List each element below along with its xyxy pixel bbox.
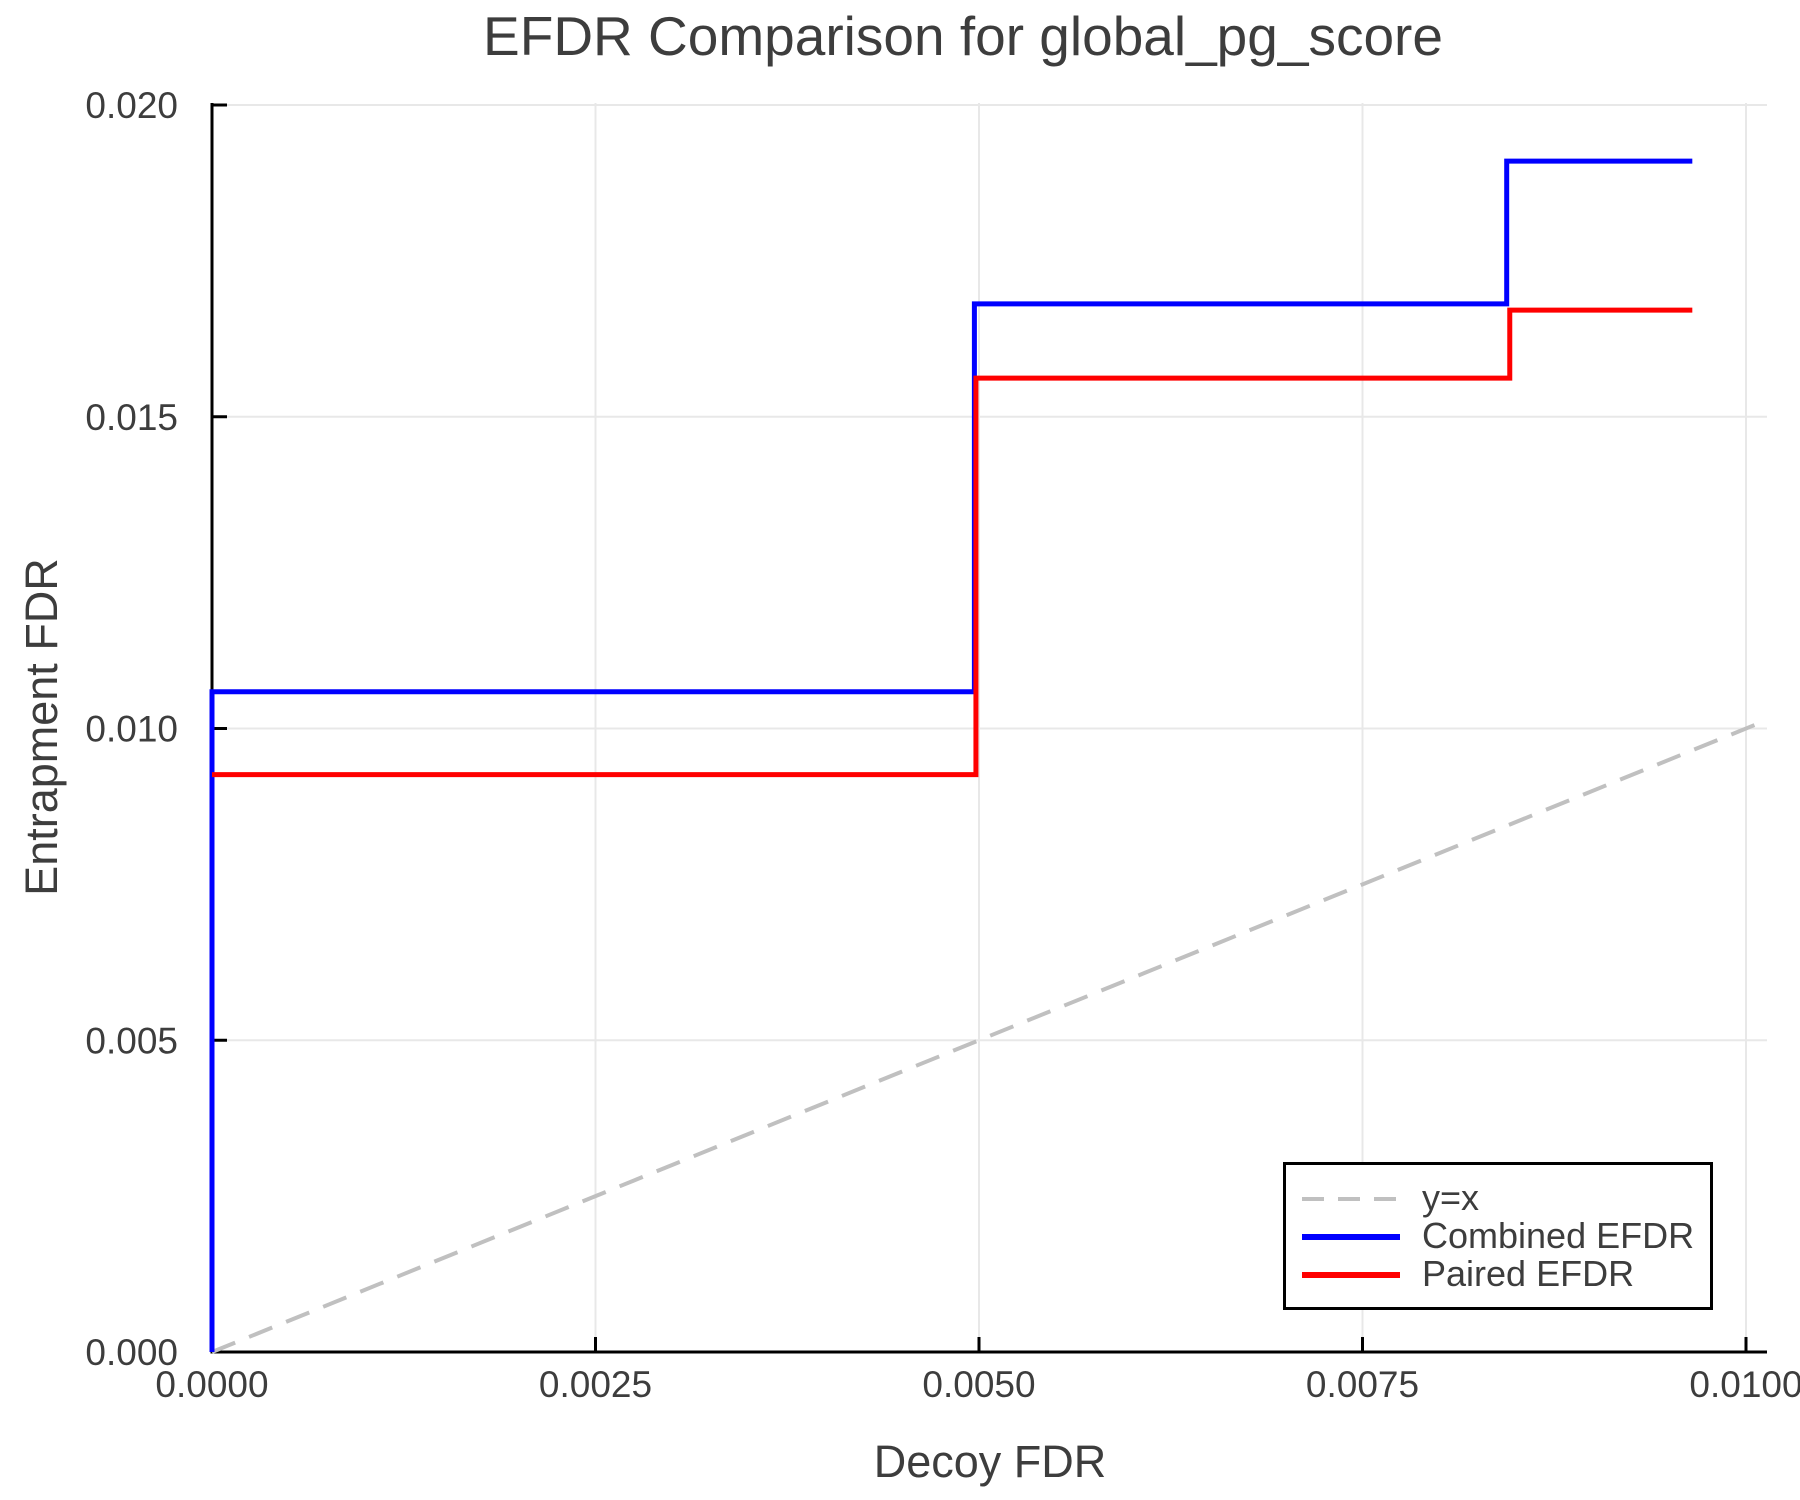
y-axis-title: Entrapment FDR bbox=[16, 558, 67, 896]
y-tick-label: 0.010 bbox=[85, 709, 178, 750]
legend-item-label: y=x bbox=[1422, 1177, 1480, 1218]
legend-line-sample bbox=[1298, 1255, 1404, 1293]
x-tick-label: 0.0050 bbox=[922, 1364, 1035, 1405]
x-tick-label: 0.0000 bbox=[155, 1364, 268, 1405]
legend-item: y=x bbox=[1298, 1179, 1710, 1217]
legend-item-label: Paired EFDR bbox=[1422, 1253, 1635, 1294]
legend-line-sample bbox=[1298, 1179, 1404, 1217]
x-tick-label: 0.0100 bbox=[1689, 1364, 1800, 1405]
y-tick-label: 0.020 bbox=[85, 85, 178, 126]
x-axis-title: Decoy FDR bbox=[873, 1436, 1107, 1487]
legend-item: Paired EFDR bbox=[1298, 1255, 1710, 1293]
combined-efdr-line bbox=[209, 158, 1693, 1352]
chart-title: EFDR Comparison for global_pg_score bbox=[483, 5, 1443, 67]
y-tick-label: 0.015 bbox=[85, 397, 178, 438]
x-tick-label: 0.0025 bbox=[539, 1364, 652, 1405]
legend-line-sample bbox=[1298, 1217, 1404, 1255]
y-tick-label: 0.000 bbox=[85, 1332, 178, 1373]
legend: y=x Combined EFDR Paired EFDR bbox=[1283, 1162, 1713, 1310]
y-tick-label: 0.005 bbox=[85, 1020, 178, 1061]
x-tick-label: 0.0075 bbox=[1306, 1364, 1419, 1405]
legend-item: Combined EFDR bbox=[1298, 1217, 1710, 1255]
paired-efdr-line bbox=[212, 307, 1693, 778]
legend-item-label: Combined EFDR bbox=[1422, 1215, 1695, 1256]
